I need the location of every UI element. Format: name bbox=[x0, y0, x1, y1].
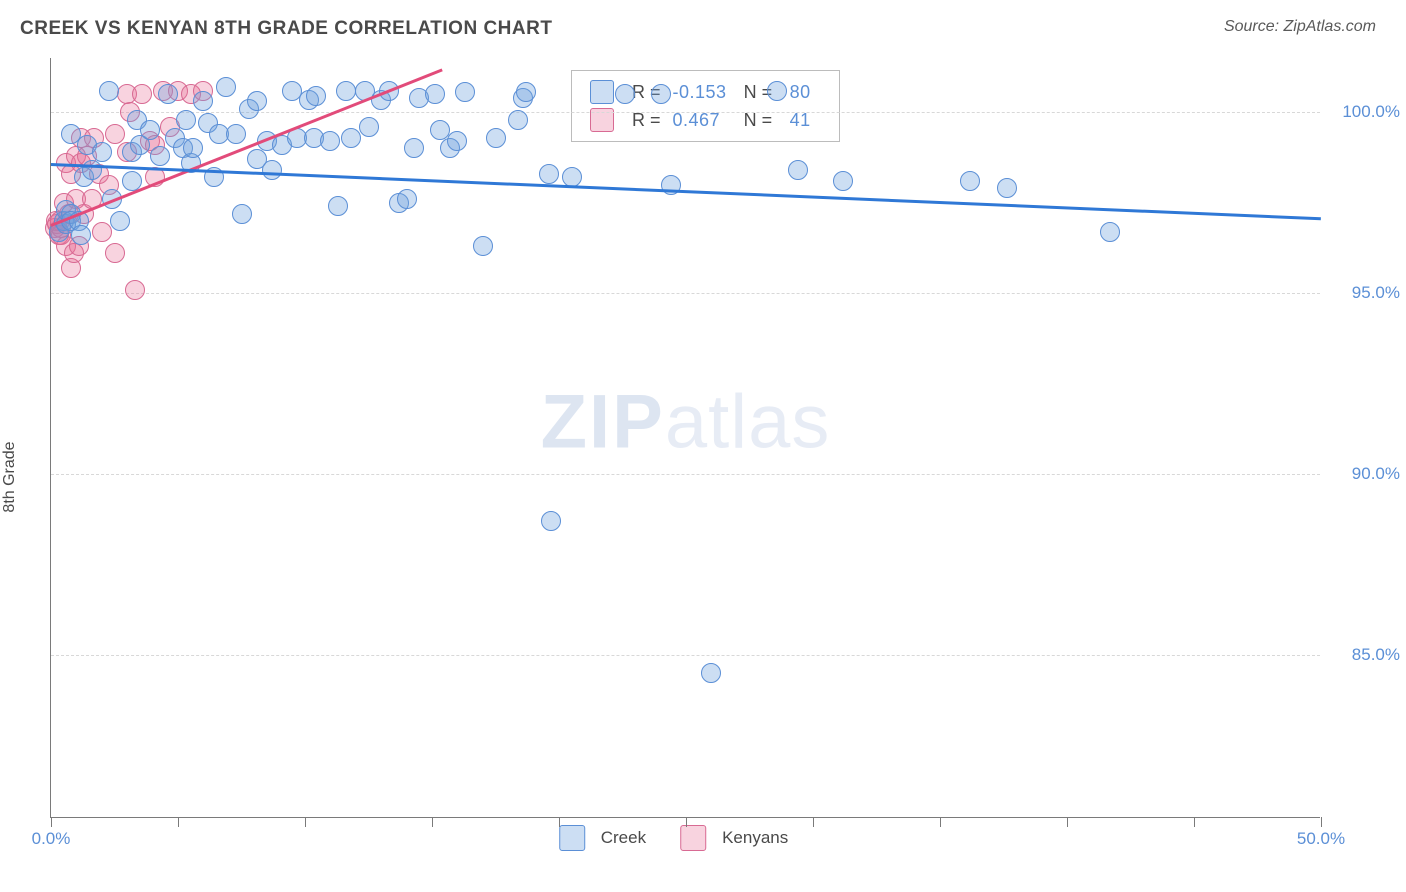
creek-point bbox=[247, 91, 267, 111]
creek-point bbox=[262, 160, 282, 180]
creek-point bbox=[397, 189, 417, 209]
creek-point bbox=[701, 663, 721, 683]
creek-point bbox=[232, 204, 252, 224]
x-tick bbox=[432, 817, 433, 827]
kenyans-point bbox=[105, 243, 125, 263]
kenyans-point bbox=[125, 280, 145, 300]
x-tick bbox=[813, 817, 814, 827]
chart-title: CREEK VS KENYAN 8TH GRADE CORRELATION CH… bbox=[20, 18, 552, 40]
creek-point bbox=[176, 110, 196, 130]
legend-label: Kenyans bbox=[722, 828, 788, 848]
legend-swatch bbox=[559, 825, 585, 851]
creek-point bbox=[455, 82, 475, 102]
gridline bbox=[51, 474, 1320, 475]
x-tick bbox=[305, 817, 306, 827]
y-axis-label: 8th Grade bbox=[1, 441, 19, 512]
creek-point bbox=[150, 146, 170, 166]
creek-point bbox=[425, 84, 445, 104]
creek-point bbox=[508, 110, 528, 130]
x-tick bbox=[1067, 817, 1068, 827]
legend-r-value: -0.153 bbox=[667, 78, 733, 106]
x-tick bbox=[1194, 817, 1195, 827]
creek-point bbox=[359, 117, 379, 137]
legend-n-value: 41 bbox=[778, 106, 817, 134]
y-tick-label: 85.0% bbox=[1330, 645, 1400, 665]
kenyans-point bbox=[92, 222, 112, 242]
watermark-zip: ZIP bbox=[541, 380, 665, 465]
correlation-legend: R =-0.153 N = 80R =0.467 N = 41 bbox=[571, 70, 840, 142]
creek-point bbox=[430, 120, 450, 140]
series-legend: Creek Kenyans bbox=[559, 825, 813, 851]
x-tick bbox=[178, 817, 179, 827]
creek-point bbox=[71, 225, 91, 245]
x-tick bbox=[686, 817, 687, 827]
creek-point bbox=[833, 171, 853, 191]
creek-point bbox=[82, 160, 102, 180]
creek-point bbox=[960, 171, 980, 191]
kenyans-point bbox=[105, 124, 125, 144]
legend-swatch bbox=[680, 825, 706, 851]
creek-point bbox=[193, 91, 213, 111]
gridline bbox=[51, 293, 1320, 294]
legend-label: Creek bbox=[601, 828, 646, 848]
watermark: ZIPatlas bbox=[541, 379, 831, 466]
creek-point bbox=[1100, 222, 1120, 242]
creek-point bbox=[541, 511, 561, 531]
creek-point bbox=[306, 86, 326, 106]
creek-point bbox=[997, 178, 1017, 198]
x-tick bbox=[940, 817, 941, 827]
x-tick bbox=[559, 817, 560, 827]
x-tick-label: 50.0% bbox=[1297, 829, 1345, 849]
legend-row: R =0.467 N = 41 bbox=[584, 106, 817, 134]
legend-n-label: N = bbox=[733, 106, 779, 134]
creek-point bbox=[320, 131, 340, 151]
creek-point bbox=[110, 211, 130, 231]
legend-r-value: 0.467 bbox=[667, 106, 733, 134]
x-tick bbox=[51, 817, 52, 827]
source-credit: Source: ZipAtlas.com bbox=[1224, 18, 1376, 36]
creek-point bbox=[539, 164, 559, 184]
creek-point bbox=[183, 138, 203, 158]
creek-point bbox=[336, 81, 356, 101]
creek-point bbox=[651, 84, 671, 104]
y-tick-label: 100.0% bbox=[1330, 102, 1400, 122]
creek-point bbox=[140, 120, 160, 140]
creek-point bbox=[486, 128, 506, 148]
creek-point bbox=[767, 81, 787, 101]
kenyans-point bbox=[132, 84, 152, 104]
creek-point bbox=[516, 82, 536, 102]
x-tick-label: 0.0% bbox=[32, 829, 71, 849]
creek-point bbox=[473, 236, 493, 256]
legend-r-label: R = bbox=[626, 106, 667, 134]
creek-point bbox=[447, 131, 467, 151]
creek-point bbox=[404, 138, 424, 158]
x-tick bbox=[1321, 817, 1322, 827]
legend-swatch bbox=[590, 80, 614, 104]
y-tick-label: 95.0% bbox=[1330, 283, 1400, 303]
creek-point bbox=[341, 128, 361, 148]
watermark-atlas: atlas bbox=[665, 380, 831, 465]
creek-point bbox=[92, 142, 112, 162]
creek-point bbox=[788, 160, 808, 180]
chart-container: 8th Grade ZIPatlas R =-0.153 N = 80R =0.… bbox=[0, 48, 1406, 888]
creek-point bbox=[226, 124, 246, 144]
creek-point bbox=[328, 196, 348, 216]
gridline bbox=[51, 655, 1320, 656]
creek-point bbox=[216, 77, 236, 97]
y-tick-label: 90.0% bbox=[1330, 464, 1400, 484]
plot-area: ZIPatlas R =-0.153 N = 80R =0.467 N = 41… bbox=[50, 58, 1320, 818]
creek-point bbox=[615, 84, 635, 104]
creek-point bbox=[99, 81, 119, 101]
creek-point bbox=[158, 84, 178, 104]
